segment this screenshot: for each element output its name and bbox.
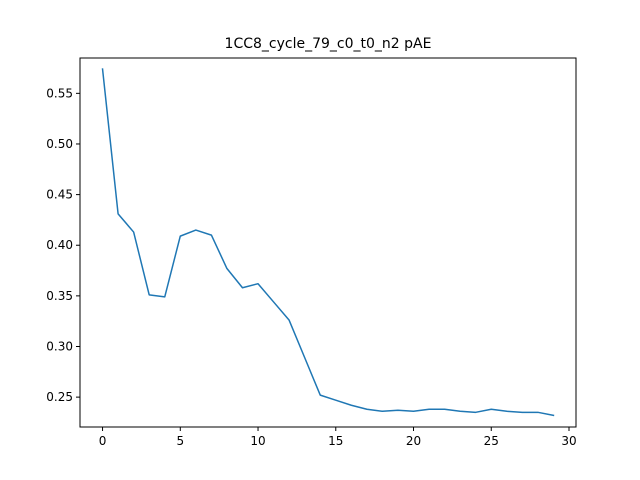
x-tick-label: 10 xyxy=(250,434,265,448)
series-line xyxy=(101,68,555,417)
y-tick-label: 0.35 xyxy=(46,289,73,303)
x-tick-label: 25 xyxy=(484,434,499,448)
x-tick-label: 5 xyxy=(176,434,184,448)
x-tick-label: 15 xyxy=(328,434,343,448)
y-tick-label: 0.45 xyxy=(46,188,73,202)
y-tick-label: 0.55 xyxy=(46,86,73,100)
x-tick-label: 0 xyxy=(99,434,107,448)
chart-title: 1CC8_cycle_79_c0_t0_n2 pAE xyxy=(225,36,432,52)
y-axis: 0.25 0.30 0.35 0.40 0.45 0.50 0.55 xyxy=(46,86,80,404)
plot-area xyxy=(101,68,555,417)
y-tick-label: 0.30 xyxy=(46,339,73,353)
x-tick-label: 30 xyxy=(561,434,576,448)
y-tick-label: 0.40 xyxy=(46,238,73,252)
plot-frame xyxy=(79,57,577,428)
y-tick-label: 0.50 xyxy=(46,137,73,151)
x-axis: 0 5 10 15 20 25 30 xyxy=(99,427,577,448)
x-tick-label: 20 xyxy=(406,434,421,448)
y-tick-label: 0.25 xyxy=(46,390,73,404)
